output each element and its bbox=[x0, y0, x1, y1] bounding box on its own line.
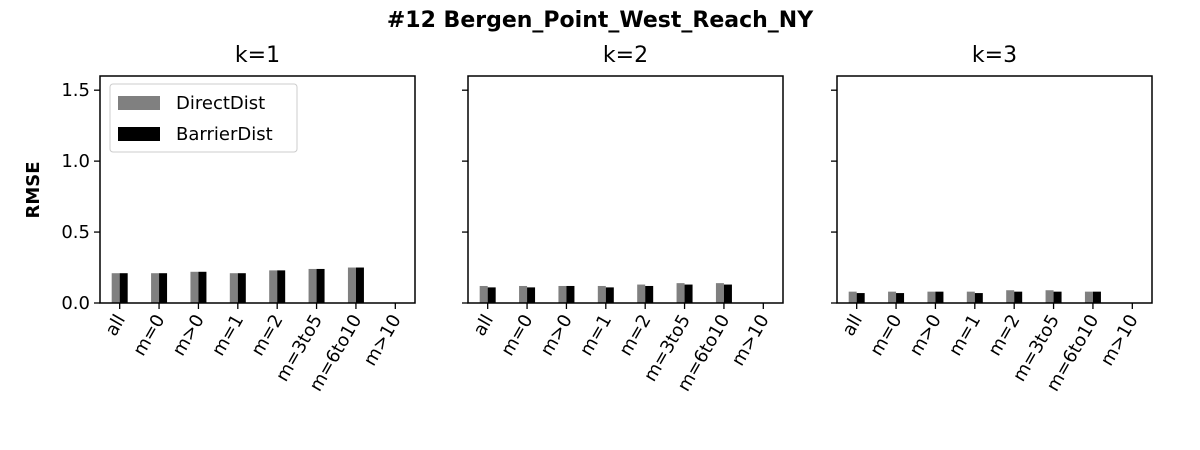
x-tick-label: m>0 bbox=[537, 311, 577, 360]
bar-barrierdist-0 bbox=[856, 293, 865, 303]
y-axis-label: RMSE bbox=[23, 161, 44, 218]
bar-directdist-0 bbox=[111, 273, 120, 303]
x-tick-label: m=0 bbox=[866, 311, 906, 360]
legend-label: DirectDist bbox=[176, 93, 265, 114]
x-tick-label: m>10 bbox=[1097, 311, 1143, 370]
bar-directdist-1 bbox=[888, 291, 897, 303]
bar-directdist-3 bbox=[229, 273, 238, 303]
y-tick-label: 0.0 bbox=[61, 293, 90, 314]
figure-title: #12 Bergen_Point_West_Reach_NY bbox=[387, 8, 814, 33]
x-tick-label: m=1 bbox=[945, 311, 985, 360]
x-tick-label: m=2 bbox=[247, 311, 287, 360]
bar-directdist-6 bbox=[715, 283, 724, 303]
bar-directdist-6 bbox=[347, 267, 356, 303]
bar-directdist-4 bbox=[269, 270, 278, 303]
bar-barrierdist-4 bbox=[1014, 291, 1023, 303]
bar-directdist-1 bbox=[519, 285, 528, 303]
bar-barrierdist-1 bbox=[159, 273, 168, 303]
x-tick-label: all bbox=[469, 311, 498, 340]
bar-barrierdist-5 bbox=[684, 284, 693, 303]
bar-directdist-2 bbox=[558, 285, 567, 303]
x-tick-label: m>0 bbox=[906, 311, 946, 360]
bar-barrierdist-2 bbox=[198, 271, 207, 303]
bar-directdist-5 bbox=[676, 283, 685, 303]
x-tick-label: m=0 bbox=[129, 311, 169, 360]
x-tick-label: m=2 bbox=[984, 311, 1024, 360]
panel-title: k=2 bbox=[603, 43, 648, 68]
bar-directdist-3 bbox=[966, 291, 975, 303]
bar-directdist-2 bbox=[190, 271, 199, 303]
x-tick-label: all bbox=[101, 311, 130, 340]
bar-barrierdist-3 bbox=[237, 273, 246, 303]
legend-swatch-barrierdist bbox=[118, 127, 160, 141]
x-tick-label: m=1 bbox=[208, 311, 248, 360]
bar-directdist-0 bbox=[479, 285, 488, 303]
y-tick-label: 1.5 bbox=[61, 80, 90, 101]
bar-directdist-4 bbox=[1006, 290, 1015, 303]
panel-title: k=3 bbox=[972, 43, 1017, 68]
axes-frame bbox=[467, 75, 784, 304]
bar-barrierdist-1 bbox=[527, 287, 536, 303]
bar-directdist-6 bbox=[1084, 291, 1093, 303]
x-tick-label: m>0 bbox=[169, 311, 209, 360]
panel-title: k=1 bbox=[235, 43, 280, 68]
axes-frame bbox=[99, 75, 416, 304]
y-tick-label: 0.5 bbox=[61, 222, 90, 243]
bar-barrierdist-6 bbox=[355, 267, 364, 303]
bar-directdist-0 bbox=[848, 291, 857, 303]
bar-barrierdist-0 bbox=[487, 287, 496, 303]
bar-directdist-3 bbox=[597, 285, 606, 303]
bar-barrierdist-5 bbox=[1053, 291, 1062, 303]
bar-barrierdist-5 bbox=[316, 268, 325, 303]
y-tick-label: 1.0 bbox=[61, 151, 90, 172]
bar-barrierdist-6 bbox=[1092, 291, 1101, 303]
legend: DirectDist BarrierDist bbox=[109, 83, 298, 153]
bar-barrierdist-2 bbox=[566, 285, 575, 303]
x-tick-label: m>10 bbox=[728, 311, 774, 370]
bar-barrierdist-4 bbox=[277, 270, 286, 303]
bar-barrierdist-1 bbox=[896, 293, 905, 303]
x-tick-label: all bbox=[838, 311, 867, 340]
bar-directdist-2 bbox=[927, 291, 936, 303]
bar-barrierdist-3 bbox=[605, 287, 614, 303]
bar-directdist-5 bbox=[1045, 290, 1054, 303]
bar-barrierdist-3 bbox=[974, 293, 983, 303]
axes-frame bbox=[836, 75, 1153, 304]
bar-directdist-4 bbox=[637, 284, 646, 303]
x-tick-label: m=0 bbox=[497, 311, 537, 360]
bar-barrierdist-6 bbox=[723, 284, 732, 303]
bar-directdist-5 bbox=[308, 268, 317, 303]
x-tick-label: m>10 bbox=[360, 311, 406, 370]
legend-label: BarrierDist bbox=[176, 124, 273, 145]
bar-barrierdist-4 bbox=[645, 285, 654, 303]
bar-barrierdist-2 bbox=[935, 291, 944, 303]
bar-directdist-1 bbox=[151, 273, 160, 303]
bar-barrierdist-0 bbox=[119, 273, 128, 303]
x-tick-label: m=1 bbox=[576, 311, 616, 360]
x-tick-label: m=2 bbox=[615, 311, 655, 360]
legend-swatch-directdist bbox=[118, 96, 160, 110]
